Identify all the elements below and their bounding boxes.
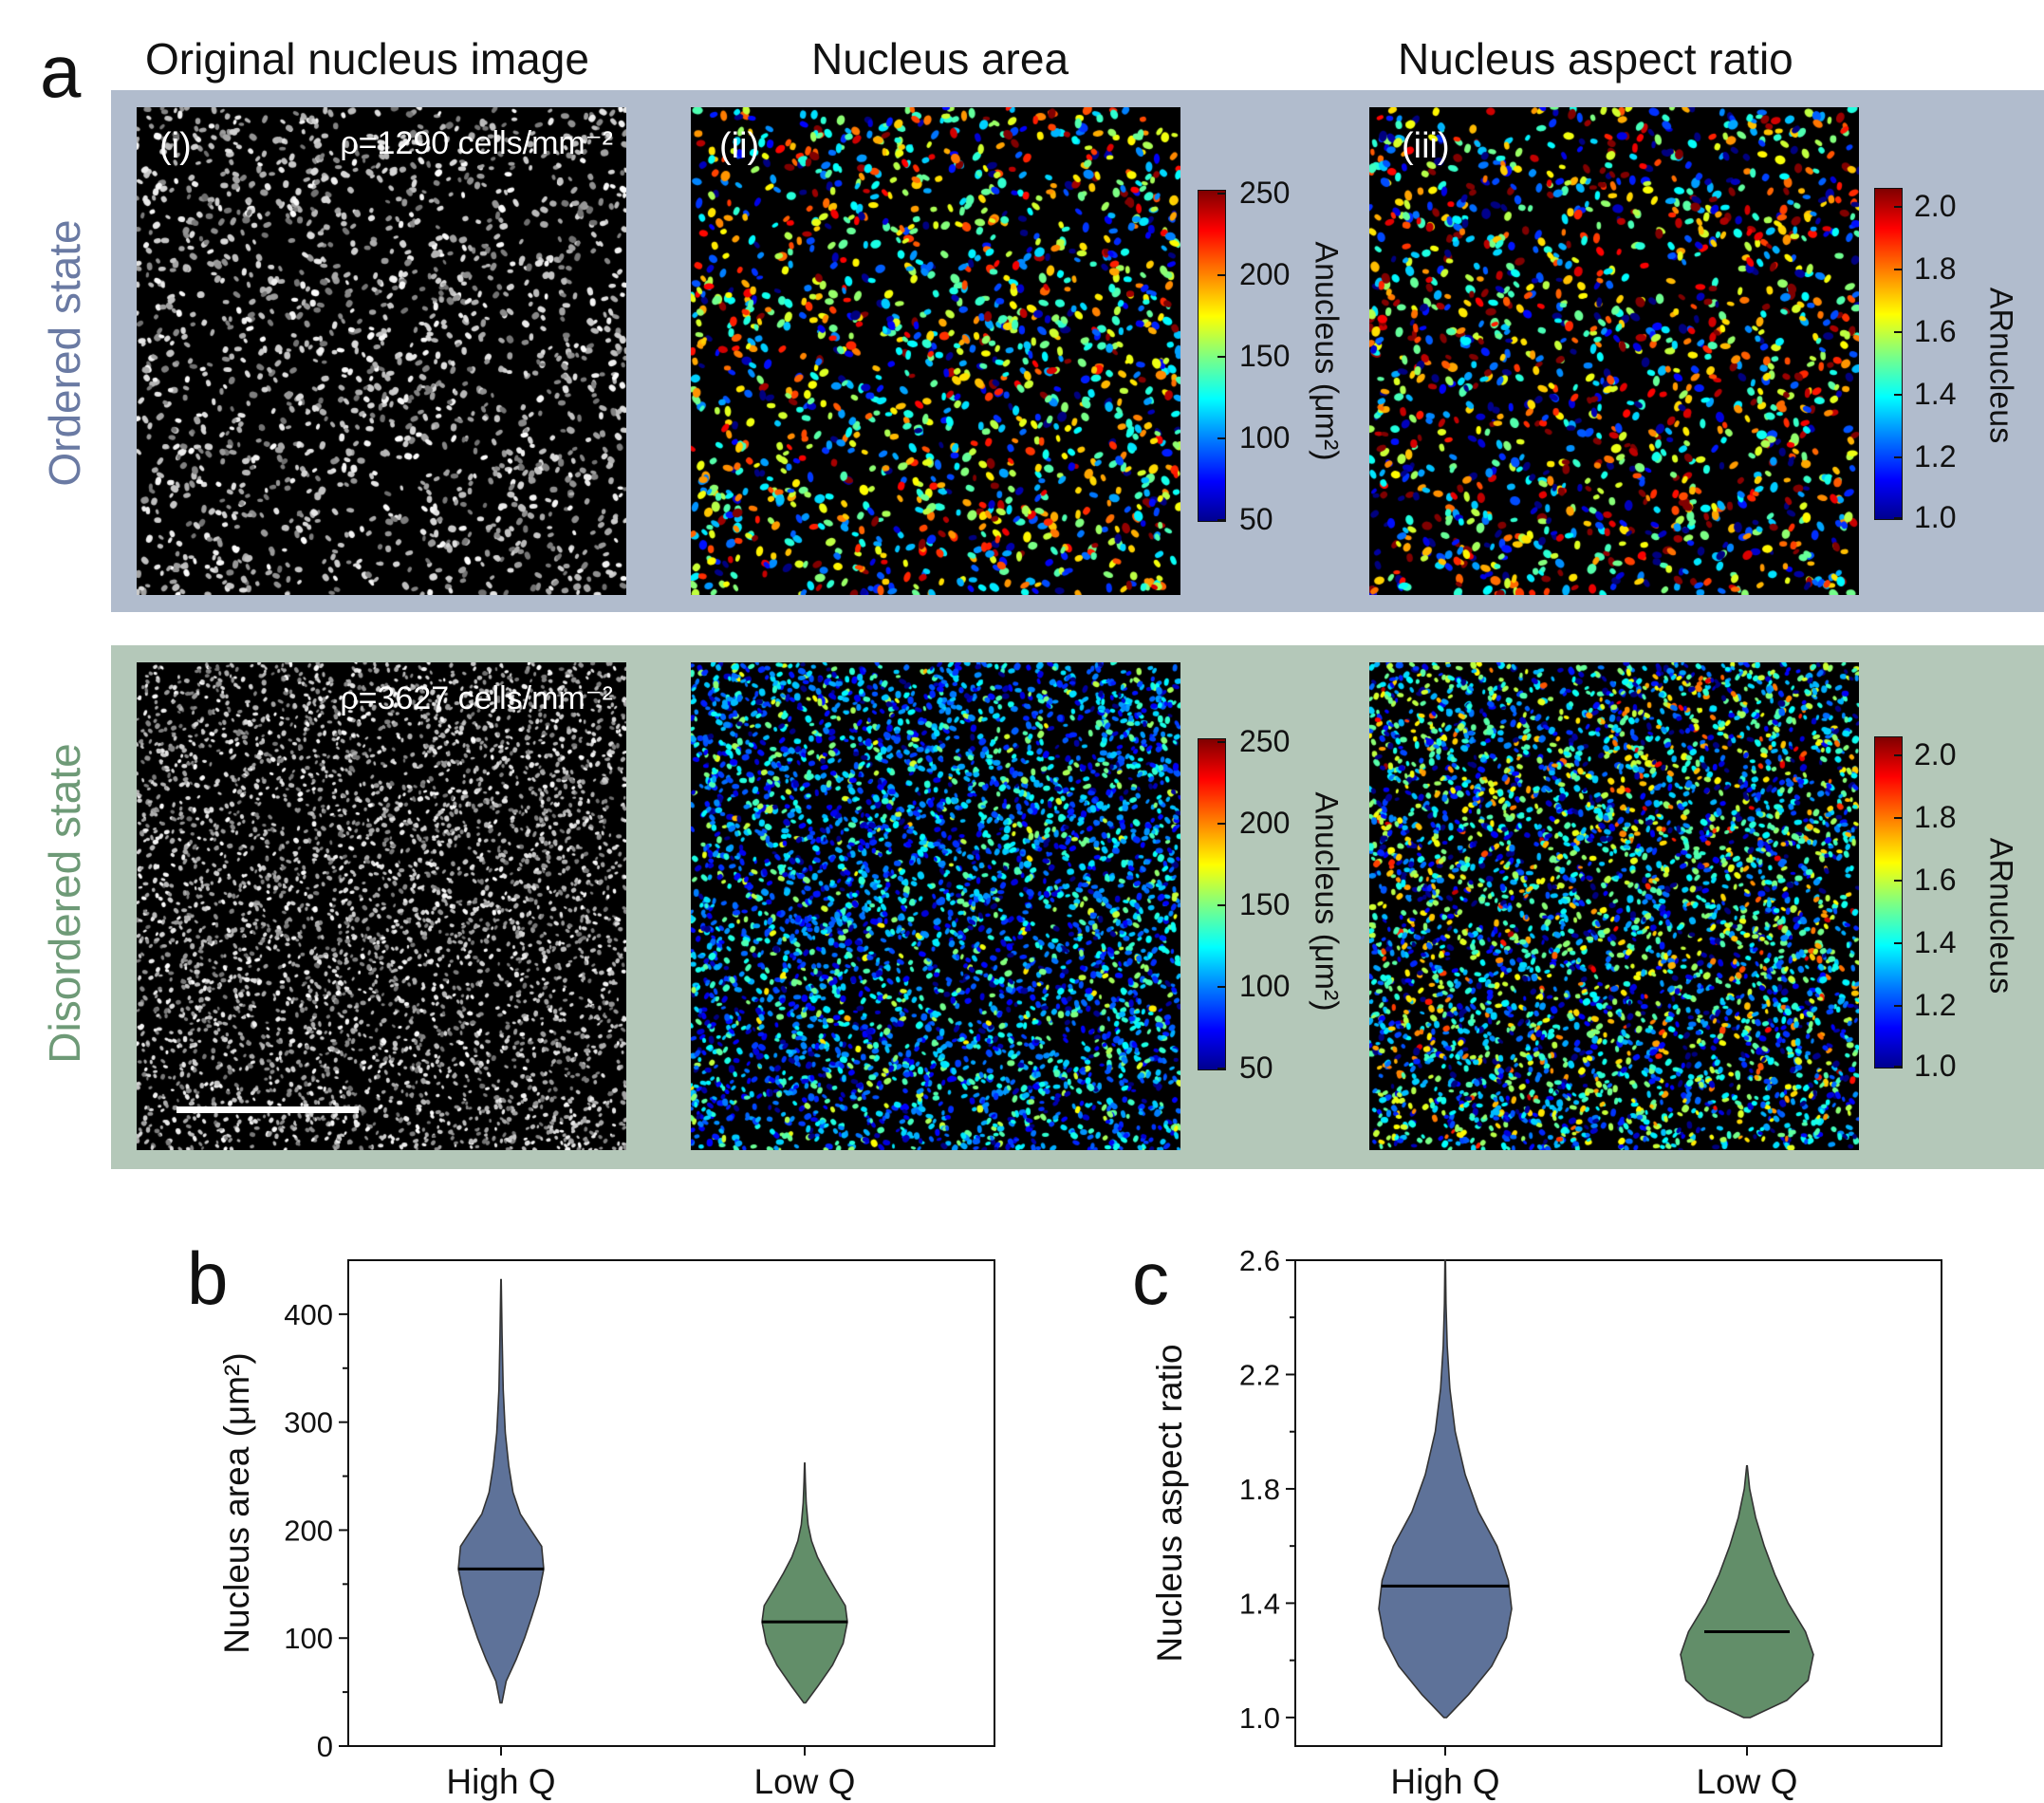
panel-label-b: b xyxy=(187,1236,229,1320)
y-tick-label-b: 200 xyxy=(284,1514,333,1547)
area-tick: 50 xyxy=(1239,502,1273,536)
aspect-tick: 1.6 xyxy=(1914,314,1957,348)
disordered-density-label: ρ=3627 cells/mm⁻² xyxy=(340,680,613,716)
colorbar-aspect-title: ARnucleus xyxy=(1982,837,2019,994)
aspect-tick: 1.8 xyxy=(1914,800,1957,834)
y-tick-label-c: 1.4 xyxy=(1239,1587,1280,1620)
ordered-density-label: ρ=1290 cells/mm⁻² xyxy=(340,125,613,161)
column-title-original: Original nucleus image xyxy=(145,34,589,84)
plot-frame-b xyxy=(347,1259,995,1747)
ordered-original-image: (i) ρ=1290 cells/mm⁻² xyxy=(137,107,626,595)
scale-bar xyxy=(177,1106,359,1113)
violin-charts: 0 100 200 300 400 Nucleus area (μm²) High Q Low… xyxy=(217,1244,1942,1801)
aspect-tick: 1.6 xyxy=(1914,863,1957,897)
y-tick-label-c: 1.0 xyxy=(1239,1701,1280,1735)
y-axis-label-c: Nucleus aspect ratio xyxy=(1150,1344,1189,1662)
panel-label-c: c xyxy=(1132,1236,1169,1320)
colorbar-aspect-ordered xyxy=(1874,188,1903,520)
roman-label-i: (i) xyxy=(159,126,192,166)
colorbar-aspect-title: ARnucleus xyxy=(1982,287,2019,444)
violin-b-low-q xyxy=(761,1462,848,1704)
aspect-tick: 1.0 xyxy=(1914,1049,1957,1083)
area-tick: 100 xyxy=(1239,420,1291,455)
ordered-aspect-map: (iii) xyxy=(1369,107,1859,595)
y-tick-label-b: 300 xyxy=(284,1406,333,1440)
aspect-tick: 1.4 xyxy=(1914,925,1957,959)
area-tick: 50 xyxy=(1239,1050,1273,1085)
roman-label-iii: (iii) xyxy=(1402,126,1450,166)
panel-label-a: a xyxy=(40,29,82,113)
aspect-tick: 1.8 xyxy=(1914,251,1957,286)
y-tick-label-b: 100 xyxy=(284,1622,333,1655)
violin-c-high-q xyxy=(1378,1259,1513,1719)
aspect-tick: 2.0 xyxy=(1914,737,1957,771)
x-tick-label-c: High Q xyxy=(1390,1762,1499,1801)
y-tick-label-b: 400 xyxy=(284,1298,333,1331)
column-title-area: Nucleus area xyxy=(811,34,1069,84)
row-label-ordered: Ordered state xyxy=(40,219,89,487)
x-tick-label-b: High Q xyxy=(446,1762,555,1801)
area-tick: 250 xyxy=(1239,724,1291,758)
area-tick: 200 xyxy=(1239,257,1291,291)
area-tick: 250 xyxy=(1239,176,1291,210)
disordered-aspect-map xyxy=(1369,662,1859,1150)
disordered-original-image: ρ=3627 cells/mm⁻² xyxy=(137,662,626,1150)
colorbar-area-title: Anucleus (μm²) xyxy=(1308,241,1345,461)
disordered-area-map xyxy=(691,662,1180,1150)
area-tick: 150 xyxy=(1239,887,1291,921)
aspect-tick: 1.0 xyxy=(1914,500,1957,534)
colorbar-aspect-disordered xyxy=(1874,736,1903,1069)
y-tick-label-b: 0 xyxy=(317,1730,333,1763)
column-title-aspect: Nucleus aspect ratio xyxy=(1398,34,1793,84)
area-tick: 100 xyxy=(1239,969,1291,1003)
x-tick-label-c: Low Q xyxy=(1697,1762,1798,1801)
row-label-disordered: Disordered state xyxy=(40,743,89,1064)
colorbar-area-title: Anucleus (μm²) xyxy=(1308,791,1345,1012)
y-axis-label-b: Nucleus area (μm²) xyxy=(217,1352,256,1653)
x-tick-label-b: Low Q xyxy=(754,1762,856,1801)
area-tick: 200 xyxy=(1239,806,1291,840)
roman-label-ii: (ii) xyxy=(719,126,760,166)
violin-b-high-q xyxy=(457,1278,545,1704)
plot-frame-c xyxy=(1294,1259,1942,1747)
ordered-area-map: (ii) xyxy=(691,107,1180,595)
aspect-tick: 2.0 xyxy=(1914,189,1957,223)
violin-c-low-q xyxy=(1680,1465,1814,1719)
aspect-tick: 1.2 xyxy=(1914,988,1957,1022)
y-tick-label-c: 1.8 xyxy=(1239,1473,1280,1506)
y-tick-label-c: 2.2 xyxy=(1239,1358,1280,1391)
y-tick-label-c: 2.6 xyxy=(1239,1244,1280,1277)
aspect-tick: 1.2 xyxy=(1914,439,1957,474)
area-tick: 150 xyxy=(1239,339,1291,373)
aspect-tick: 1.4 xyxy=(1914,377,1957,411)
